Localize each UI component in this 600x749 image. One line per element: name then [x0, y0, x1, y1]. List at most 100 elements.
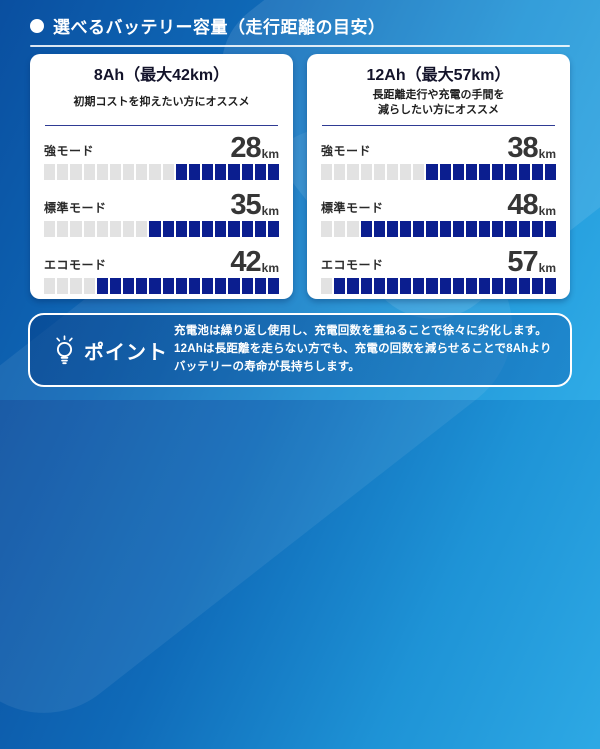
bar-segment-filled: [492, 221, 504, 237]
bar-segment-filled: [215, 278, 227, 294]
bar-segment-filled: [426, 221, 438, 237]
bar-segment-filled: [136, 278, 148, 294]
card-title: 8Ah（最大42km）: [93, 67, 230, 84]
bar-segment-filled: [241, 221, 253, 237]
bar-segment-filled: [241, 164, 253, 180]
bar-segment-empty: [109, 164, 122, 180]
bar-segment-filled: [452, 278, 464, 294]
bar-segment-filled: [531, 278, 543, 294]
bar-segment-empty: [413, 164, 425, 180]
bar-segment-filled: [439, 164, 451, 180]
card-subtitle: 初期コストを抑えたい方にオススメ: [44, 86, 279, 120]
bar-segment-filled: [426, 164, 438, 180]
bar-segment-empty: [44, 164, 56, 180]
bar-segment-empty: [96, 164, 108, 180]
distance-bar: [44, 221, 280, 237]
distance-value: 42: [230, 245, 261, 278]
mode-label: 強モード: [321, 144, 372, 158]
point-text-line: 充電池は繰り返し使用し、充電回数を重ねることで徐々に劣化します。: [174, 325, 547, 338]
bar-segment-filled: [360, 221, 372, 237]
bar-segment-filled: [518, 221, 530, 237]
bar-segment-empty: [109, 221, 122, 237]
mode-value: 42 km: [230, 245, 279, 278]
mode-label: 標準モード: [321, 201, 384, 215]
distance-value: 35: [230, 188, 261, 221]
bar-segment-empty: [347, 164, 359, 180]
bar-segment-empty: [123, 221, 135, 237]
bar-segment-empty: [321, 164, 333, 180]
card-subtitle: 長距離走行や充電の手間を 減らしたい方にオススメ: [321, 86, 556, 120]
point-label: ポイント: [84, 341, 168, 364]
bar-segment-filled: [452, 221, 464, 237]
point-callout: ポイント 充電池は繰り返し使用し、充電回数を重ねることで徐々に劣化します。 12…: [28, 313, 572, 387]
distance-bar: [44, 278, 280, 294]
bar-segment-filled: [188, 278, 201, 294]
bar-segment-filled: [267, 221, 280, 237]
bar-segment-empty: [400, 164, 412, 180]
bar-segment-filled: [505, 164, 517, 180]
bar-segment-empty: [70, 164, 82, 180]
mode-value: 48 km: [507, 190, 556, 219]
mode-row-eco: エコモード 42 km: [44, 245, 280, 294]
bar-segment-filled: [241, 278, 253, 294]
bar-segment-empty: [57, 278, 69, 294]
mode-label: 標準モード: [44, 201, 107, 215]
bar-segment-filled: [400, 278, 412, 294]
distance-unit: km: [261, 261, 279, 275]
bar-segment-filled: [400, 221, 412, 237]
card-title: 12Ah（最大57km）: [366, 67, 511, 84]
mode-row-strong: 強モード 38 km: [321, 133, 557, 180]
bar-segment-empty: [44, 221, 56, 237]
bar-segment-filled: [531, 221, 543, 237]
bar-segment-filled: [254, 278, 266, 294]
bar-segment-filled: [254, 221, 266, 237]
bar-segment-filled: [254, 164, 266, 180]
distance-unit: km: [261, 204, 279, 218]
bar-segment-filled: [149, 278, 161, 294]
bar-segment-filled: [202, 221, 214, 237]
bar-segment-filled: [228, 221, 240, 237]
card-subtitle-line: 初期コストを抑えたい方にオススメ: [73, 96, 250, 109]
divider: [45, 125, 278, 126]
mode-label: エコモード: [321, 258, 384, 272]
bar-segment-filled: [347, 278, 359, 294]
bar-segment-empty: [162, 164, 174, 180]
distance-unit: km: [538, 147, 556, 161]
bar-segment-filled: [162, 221, 174, 237]
bar-segment-filled: [439, 221, 451, 237]
bar-segment-empty: [83, 221, 95, 237]
bar-segment-filled: [492, 278, 504, 294]
bar-segment-filled: [162, 278, 174, 294]
mode-row-strong: 強モード 28 km: [44, 133, 280, 180]
mode-value: 35 km: [230, 188, 279, 221]
card-12ah: 12Ah（最大57km） 長距離走行や充電の手間を 減らしたい方にオススメ 強モ…: [307, 54, 570, 299]
distance-unit: km: [261, 147, 279, 161]
bar-segment-empty: [334, 221, 346, 237]
mode-label: 強モード: [44, 144, 95, 158]
bar-segment-empty: [83, 278, 95, 294]
bar-segment-filled: [426, 278, 438, 294]
card-subtitle-line: 減らしたい方にオススメ: [378, 104, 499, 116]
bar-segment-filled: [202, 278, 214, 294]
bar-segment-filled: [518, 278, 530, 294]
bar-segment-empty: [373, 164, 385, 180]
bar-segment-filled: [479, 221, 491, 237]
bar-segment-filled: [439, 278, 451, 294]
distance-value: 57: [507, 245, 538, 278]
bar-segment-filled: [386, 278, 399, 294]
bar-segment-filled: [228, 164, 240, 180]
page-header: 選べるバッテリー容量（走行距離の目安）: [30, 13, 386, 38]
bar-segment-filled: [479, 278, 491, 294]
bar-segment-filled: [267, 164, 280, 180]
bar-segment-filled: [505, 278, 517, 294]
bar-segment-filled: [413, 278, 425, 294]
bar-segment-empty: [347, 221, 359, 237]
bar-segment-empty: [321, 278, 333, 294]
bar-segment-filled: [267, 278, 280, 294]
mode-value: 38 km: [507, 133, 556, 162]
bar-segment-filled: [360, 278, 372, 294]
bar-segment-filled: [175, 221, 187, 237]
bar-segment-filled: [465, 221, 478, 237]
bar-segment-filled: [479, 164, 491, 180]
bar-segment-empty: [136, 221, 148, 237]
